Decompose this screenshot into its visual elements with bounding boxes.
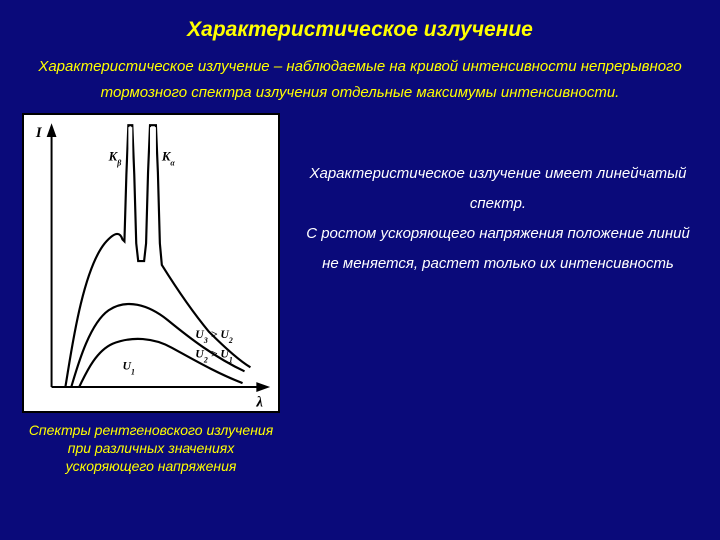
x-axis-label: λ [255, 395, 263, 411]
body-paragraph: Характеристическое излучение имеет линей… [298, 159, 698, 279]
curve-label-u3gtu2: U3 > U2 [195, 327, 233, 345]
y-axis-label: I [35, 125, 43, 141]
definition-text: Характеристическое излучение – наблюдаем… [0, 42, 720, 113]
page-title: Характеристическое излучение [0, 0, 720, 42]
peak-label-kalpha: Kα [161, 150, 176, 168]
right-column: Характеристическое излучение имеет линей… [298, 113, 698, 476]
content-row: I λ Kβ Kα U1 U2 > U1 U3 > U2 Сп [0, 113, 720, 476]
chart-caption: Спектры рентгеновского излучения при раз… [22, 413, 280, 476]
left-column: I λ Kβ Kα U1 U2 > U1 U3 > U2 Сп [22, 113, 280, 476]
curve-label-u1: U1 [122, 358, 135, 376]
spectrum-chart: I λ Kβ Kα U1 U2 > U1 U3 > U2 [22, 113, 280, 413]
peak-label-kbeta: Kβ [108, 150, 122, 168]
